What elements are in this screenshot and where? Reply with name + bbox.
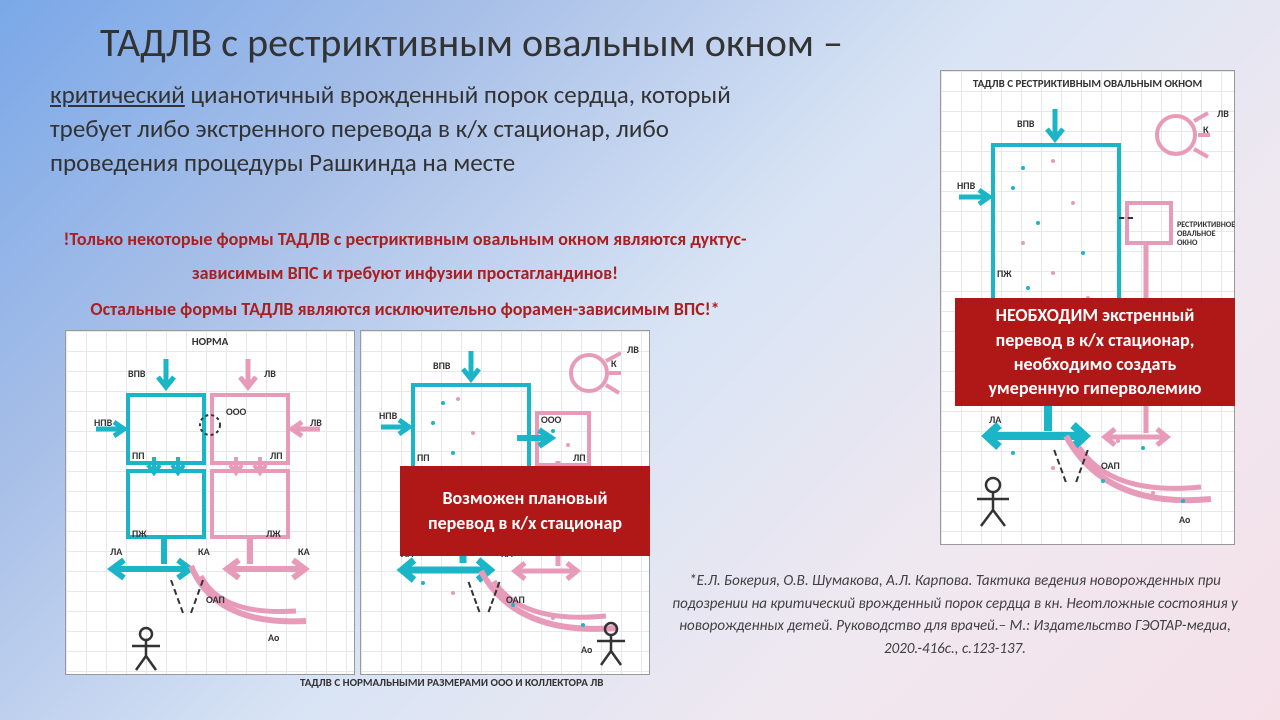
label-la: ЛА bbox=[110, 545, 122, 558]
diagram-3-title: ТАДЛВ С РЕСТРИКТИВНЫМ ОВАЛЬНЫМ ОКНОМ bbox=[941, 77, 1234, 90]
slide-title: ТАДЛВ с рестриктивным овальным окном – bbox=[100, 18, 843, 67]
label-pzh: ПЖ bbox=[997, 267, 1012, 280]
label-lv: ЛВ bbox=[264, 367, 276, 380]
emphasis-text-2: Остальные формы ТАДЛВ являются исключите… bbox=[55, 298, 755, 320]
callout-2-text: НЕОБХОДИМ экстренный перевод в к/х стаци… bbox=[969, 303, 1221, 400]
label-pp: ПП bbox=[132, 449, 145, 462]
label-ao: Ао bbox=[581, 643, 592, 656]
label-lzh: ЛЖ bbox=[266, 527, 281, 540]
label-oap: ОАП bbox=[1101, 459, 1120, 472]
diagram-2-caption: ТАДЛВ С НОРМАЛЬНЫМИ РАЗМЕРАМИ ООО И КОЛЛ… bbox=[300, 676, 603, 689]
label-restrictive: РЕСТРИКТИВНОЕ ОВАЛЬНОЕ ОКНО bbox=[1177, 221, 1235, 247]
callout-1-text: Возможен плановый перевод в к/х стациона… bbox=[414, 486, 636, 536]
label-oap: ОАП bbox=[506, 593, 525, 606]
callout-emergency-transfer: НЕОБХОДИМ экстренный перевод в к/х стаци… bbox=[955, 298, 1235, 406]
label-ka: КА bbox=[198, 545, 210, 558]
label-ka2: КА bbox=[298, 545, 310, 558]
diagram-norma: НОРМА bbox=[65, 330, 355, 675]
label-lv: ЛВ bbox=[627, 343, 639, 356]
citation-text: *Е.Л. Бокерия, О.В. Шумакова, А.Л. Карпо… bbox=[670, 570, 1240, 660]
label-ooo: ООО bbox=[541, 413, 561, 426]
label-lp: ЛП bbox=[270, 449, 283, 462]
label-lv: ЛВ bbox=[1217, 107, 1229, 120]
label-la: ЛА bbox=[989, 413, 1001, 426]
diagram-1-title: НОРМА bbox=[66, 335, 354, 348]
emphasis-text-1: !Только некоторые формы ТАДЛВ с рестрикт… bbox=[55, 222, 755, 290]
label-lv2: ЛВ bbox=[310, 416, 322, 429]
label-ao: Ао bbox=[268, 631, 279, 644]
label-npv: НПВ bbox=[379, 409, 397, 422]
label-ao: Ао bbox=[1179, 513, 1190, 526]
label-k: К bbox=[611, 357, 617, 370]
label-k: К bbox=[1203, 123, 1209, 136]
label-vpv: ВПВ bbox=[433, 359, 451, 372]
label-npv: НПВ bbox=[957, 179, 975, 192]
label-pp: ПП bbox=[417, 451, 430, 464]
label-vpv: ВПВ bbox=[128, 367, 146, 380]
label-vpv: ВПВ bbox=[1017, 117, 1035, 130]
slide-subtitle: критический цианотичный врожденный порок… bbox=[50, 78, 750, 179]
callout-planned-transfer: Возможен плановый перевод в к/х стациона… bbox=[400, 466, 650, 556]
label-lp: ЛП bbox=[573, 451, 586, 464]
subtitle-underlined: критический bbox=[50, 79, 185, 110]
label-oap: ОАП bbox=[206, 593, 225, 606]
label-pzh: ПЖ bbox=[132, 527, 147, 540]
label-ooo: ООО bbox=[226, 405, 246, 418]
label-npv: НПВ bbox=[94, 416, 112, 429]
